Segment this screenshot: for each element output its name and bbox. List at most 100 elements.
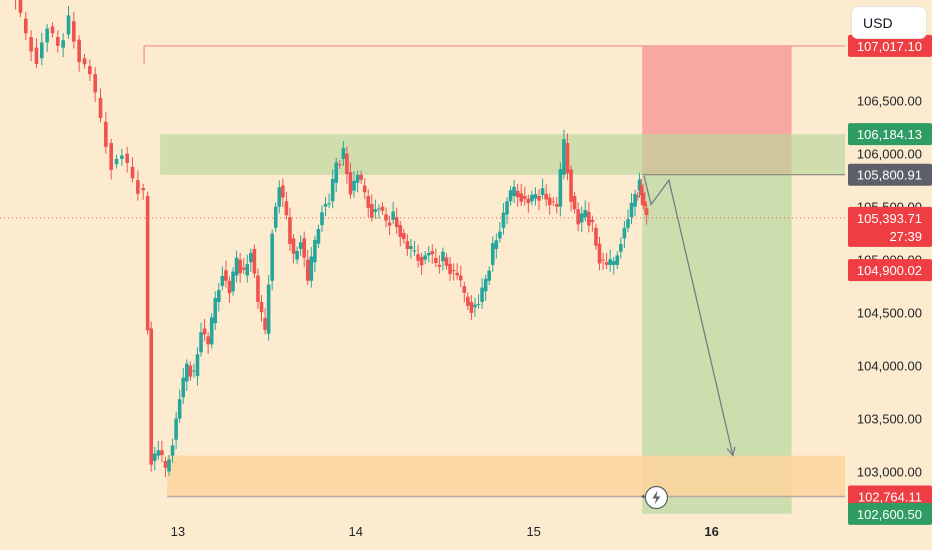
candle-body <box>448 263 452 274</box>
candle-body <box>298 242 303 249</box>
candle-body <box>490 243 495 265</box>
candle-body <box>104 121 108 147</box>
candle-body <box>469 301 474 313</box>
candle-body <box>61 40 65 48</box>
candle-body <box>526 198 531 204</box>
candle-body <box>643 201 647 207</box>
candle-body <box>29 37 33 52</box>
candle-body <box>156 450 161 456</box>
candle-body <box>330 178 335 202</box>
candle-body <box>66 15 71 35</box>
candle-body <box>373 209 378 212</box>
target-tag <box>848 259 932 282</box>
target-tag-label: 104,900.02 <box>857 263 922 278</box>
candle-body <box>441 251 445 262</box>
candle-body <box>348 172 353 195</box>
candle-body <box>152 453 157 461</box>
candle-body <box>498 231 502 239</box>
candle-body <box>437 264 442 267</box>
candle-body <box>149 328 154 465</box>
candle-body <box>120 155 124 159</box>
candle-body <box>494 240 499 249</box>
candle-body <box>231 271 235 292</box>
candle-body <box>305 259 310 281</box>
candle-body <box>313 239 317 263</box>
candle-body <box>202 328 207 335</box>
candle-body <box>256 275 260 302</box>
candle-body <box>409 245 413 249</box>
candle-body <box>209 317 214 345</box>
candle-body <box>626 219 630 228</box>
candle-body <box>551 201 556 203</box>
candle-body <box>125 153 129 164</box>
candle-body <box>430 251 435 255</box>
candle-body <box>34 47 39 64</box>
candle-body <box>199 332 203 353</box>
time-tick-label: 14 <box>349 524 363 539</box>
candle-body <box>288 217 292 245</box>
candle-body <box>565 143 570 174</box>
lightning-bolt <box>652 490 661 505</box>
candle-body <box>82 58 87 65</box>
candle-body <box>622 227 627 239</box>
candle-body <box>629 202 634 218</box>
candle-body <box>220 275 225 287</box>
candle-body <box>217 289 221 302</box>
candle-body <box>291 238 296 254</box>
candle-body <box>544 193 548 200</box>
candle-body <box>487 270 492 281</box>
candle-body <box>637 179 642 191</box>
candle-body <box>249 252 253 263</box>
candle-body <box>337 164 342 166</box>
candle-body <box>170 445 175 456</box>
candle-body <box>635 196 640 198</box>
resistance-tag-label: 106,184.13 <box>857 127 922 142</box>
candle-body <box>558 169 563 207</box>
candle-body <box>633 194 637 207</box>
candle-body <box>426 253 431 256</box>
candle-body <box>72 21 76 42</box>
candle-body <box>462 286 467 293</box>
price-tick-label: 106,000.00 <box>857 147 922 162</box>
candle-body <box>377 208 381 210</box>
candle-body <box>480 287 484 302</box>
currency-button[interactable]: USD <box>851 6 927 39</box>
current-price-label: 105,393.71 <box>857 211 922 226</box>
time-tick-label: 16 <box>704 524 718 539</box>
candle-body <box>583 210 588 218</box>
candle-body <box>241 267 246 270</box>
current-price-tag <box>848 206 932 247</box>
candle-body <box>519 193 524 202</box>
candle-body <box>639 185 644 196</box>
entry-tag-label: 105,800.91 <box>857 168 922 183</box>
candle-body <box>320 212 324 226</box>
sparkle-icon <box>641 494 646 499</box>
candle-body <box>423 255 427 260</box>
candle-body <box>576 209 580 225</box>
candle-body <box>615 255 620 265</box>
candle-body <box>174 418 178 440</box>
candle-body <box>206 336 210 345</box>
candle-body <box>145 196 150 331</box>
candle-body <box>355 174 360 183</box>
candle-body <box>160 450 164 456</box>
candle-body <box>263 317 267 330</box>
candle-body <box>501 212 506 228</box>
candle-body <box>391 211 395 220</box>
candle-body <box>136 180 140 194</box>
candle-body <box>611 261 616 265</box>
candle-body <box>295 250 299 260</box>
candle-body <box>281 185 285 198</box>
candle-body <box>181 377 186 398</box>
candle-body <box>77 39 81 63</box>
candle-body <box>238 259 242 274</box>
candle-body <box>270 233 274 281</box>
time-tick-label: 13 <box>171 524 185 539</box>
candle-body <box>130 166 135 179</box>
candle-body <box>505 201 509 215</box>
bottom-tag <box>848 502 932 525</box>
price-tick-label: 106,500.00 <box>857 94 922 109</box>
candle-body <box>234 257 239 276</box>
